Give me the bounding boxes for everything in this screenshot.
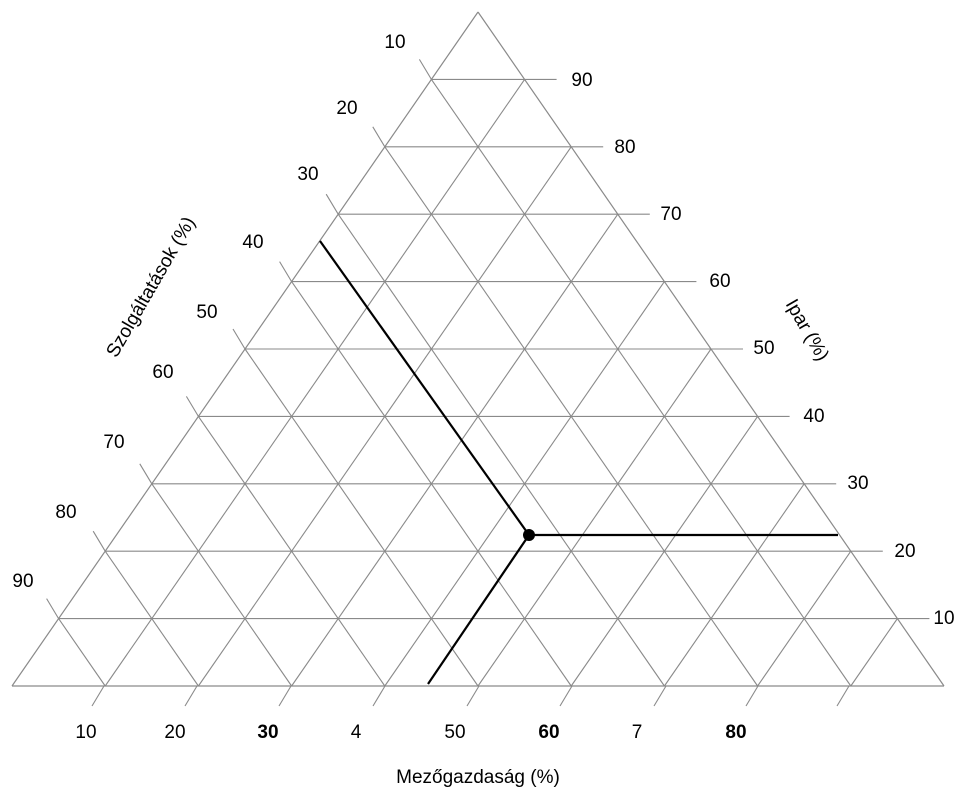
bottom-tick	[559, 685, 573, 707]
grid-line	[197, 416, 386, 687]
bottom-tick	[745, 685, 759, 707]
grid-line	[291, 281, 572, 687]
bottom-tick	[278, 685, 292, 707]
grid-line	[58, 618, 106, 687]
frame-edge-left	[11, 11, 479, 687]
left-tick	[372, 126, 386, 148]
triangle-frame	[11, 11, 945, 687]
frame-edge-right	[477, 11, 945, 687]
grid-line	[104, 79, 526, 687]
right-tick-label: 30	[847, 473, 868, 494]
grid-line	[104, 550, 199, 687]
right-tick-label: 70	[660, 204, 681, 225]
left-tick-label: 20	[336, 98, 357, 119]
bottom-tick	[653, 685, 667, 707]
left-tick-label: 50	[196, 302, 217, 323]
grid-line	[151, 483, 293, 687]
data-point	[523, 529, 535, 541]
right-axis-ticks: 90 80 70 60 50 40 30 20 10	[571, 70, 954, 629]
bottom-tick-label: 60	[538, 722, 559, 743]
right-tick-label: 90	[571, 70, 592, 91]
right-tick-label: 40	[803, 406, 824, 427]
grid-line	[477, 348, 712, 687]
left-tick	[279, 261, 293, 282]
bottom-tick-label: 7	[632, 722, 643, 743]
bottom-tick-label: 10	[75, 722, 96, 743]
bottom-tick-label: 20	[164, 722, 185, 743]
bottom-tick-label: 4	[351, 722, 362, 743]
guide-mezogazdasag	[427, 534, 530, 685]
bottom-tick-label: 80	[725, 722, 746, 743]
left-tick	[232, 328, 246, 350]
left-tick-label: 10	[384, 32, 405, 53]
left-tick-label: 80	[55, 502, 76, 523]
grid-line	[244, 348, 479, 687]
left-tick	[139, 463, 153, 485]
right-axis-title: Ipar (%)	[781, 296, 833, 365]
reading-guides	[319, 240, 838, 685]
grid-line	[384, 146, 759, 687]
bottom-axis-ticks: 10 20 30 4 50 60 7 80	[75, 722, 746, 743]
tick-marks	[46, 59, 930, 707]
left-axis-title: Szolgáltatások (%)	[103, 213, 200, 361]
grid-line	[850, 618, 898, 687]
left-tick	[46, 598, 60, 619]
bottom-tick	[372, 685, 386, 707]
left-tick	[418, 59, 432, 80]
grid-line	[337, 213, 665, 687]
left-tick-label: 90	[12, 571, 33, 592]
bottom-tick	[466, 685, 480, 707]
bottom-axis-title: Mezőgazdaság (%)	[396, 767, 560, 788]
bottom-tick	[184, 685, 198, 707]
grid-line	[430, 79, 852, 687]
bottom-tick	[91, 685, 105, 707]
right-tick-label: 20	[894, 541, 915, 562]
left-tick	[325, 193, 339, 215]
left-tick-label: 60	[152, 362, 173, 383]
bottom-tick-label: 50	[444, 722, 465, 743]
guide-szolgaltatasok	[319, 240, 530, 536]
right-tick-label: 60	[709, 271, 730, 292]
left-tick-label: 70	[103, 432, 124, 453]
left-axis-ticks: 10 20 30 40 50 60 70 80 90	[12, 32, 405, 592]
left-tick	[185, 396, 199, 417]
left-tick	[92, 530, 106, 552]
left-tick-label: 40	[242, 232, 263, 253]
grid-line	[291, 213, 619, 687]
bottom-tick	[836, 685, 850, 707]
right-tick-label: 50	[753, 338, 774, 359]
left-tick-label: 30	[297, 164, 318, 185]
grid-lines	[58, 78, 898, 687]
right-tick-label: 10	[933, 608, 954, 629]
right-tick-label: 80	[614, 137, 635, 158]
grid-line	[663, 483, 805, 687]
bottom-tick-label: 30	[257, 722, 278, 743]
